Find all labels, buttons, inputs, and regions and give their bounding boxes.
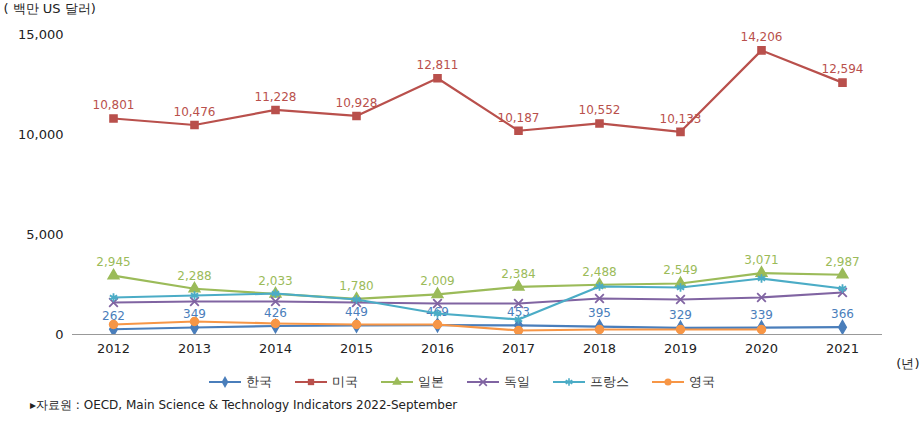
html-text:한국: 한국 [245, 374, 272, 389]
svg-text:2,009: 2,009 [420, 274, 454, 288]
svg-text:11,228: 11,228 [255, 90, 297, 104]
svg-text:3,071: 3,071 [744, 253, 778, 267]
html-text:독일: 독일 [503, 374, 530, 389]
svg-text:469: 469 [426, 305, 449, 319]
svg-text:2020: 2020 [745, 341, 778, 356]
svg-text:2,384: 2,384 [501, 267, 535, 281]
svg-text:12,811: 12,811 [417, 58, 459, 72]
svg-text:5,000: 5,000 [26, 227, 63, 242]
svg-text:10,928: 10,928 [336, 96, 378, 110]
svg-text:2,987: 2,987 [825, 255, 859, 269]
svg-text:2016: 2016 [421, 341, 454, 356]
svg-text:453: 453 [507, 305, 530, 320]
svg-text:2,033: 2,033 [258, 274, 292, 288]
svg-text:262: 262 [102, 309, 125, 324]
html-text:영국: 영국 [688, 374, 715, 389]
svg-text:2,549: 2,549 [663, 263, 697, 277]
svg-text:( 백만 US 달러): ( 백만 US 달러) [4, 1, 96, 16]
svg-text:2013: 2013 [178, 341, 211, 356]
svg-text:15,000: 15,000 [18, 27, 64, 42]
svg-text:12,594: 12,594 [822, 62, 864, 76]
svg-text:2021: 2021 [826, 341, 859, 356]
svg-text:10,476: 10,476 [174, 105, 216, 119]
svg-text:2018: 2018 [583, 341, 616, 356]
svg-text:2015: 2015 [340, 341, 373, 356]
svg-text:2014: 2014 [259, 341, 292, 356]
svg-text:329: 329 [669, 308, 692, 322]
svg-text:449: 449 [345, 305, 368, 319]
svg-text:2,488: 2,488 [582, 265, 616, 279]
svg-text:2,288: 2,288 [177, 269, 211, 283]
svg-text:349: 349 [183, 307, 206, 322]
html-text:일본: 일본 [417, 374, 444, 389]
svg-text:10,187: 10,187 [498, 111, 540, 125]
svg-text:2,945: 2,945 [96, 255, 130, 269]
svg-text:10,801: 10,801 [93, 98, 135, 112]
svg-text:2019: 2019 [664, 341, 697, 356]
svg-text:2017: 2017 [502, 341, 535, 356]
svg-text:(년): (년) [896, 356, 919, 371]
svg-text:14,206: 14,206 [741, 30, 783, 44]
html-text:▸자료원 : OECD, Main Science & Te: ▸자료원 : OECD, Main Science & Technology I… [30, 398, 458, 412]
svg-text:0: 0 [55, 327, 63, 342]
svg-text:395: 395 [588, 306, 611, 320]
svg-text:10,552: 10,552 [579, 103, 621, 117]
svg-text:339: 339 [750, 308, 773, 322]
html-text:미국: 미국 [331, 374, 358, 389]
svg-text:366: 366 [831, 307, 854, 321]
svg-text:10,000: 10,000 [18, 127, 64, 142]
svg-text:2012: 2012 [97, 341, 130, 356]
svg-text:1,780: 1,780 [339, 279, 373, 293]
svg-text:426: 426 [264, 306, 287, 320]
html-text:프랑스: 프랑스 [589, 374, 629, 389]
svg-text:10,133: 10,133 [660, 112, 702, 126]
